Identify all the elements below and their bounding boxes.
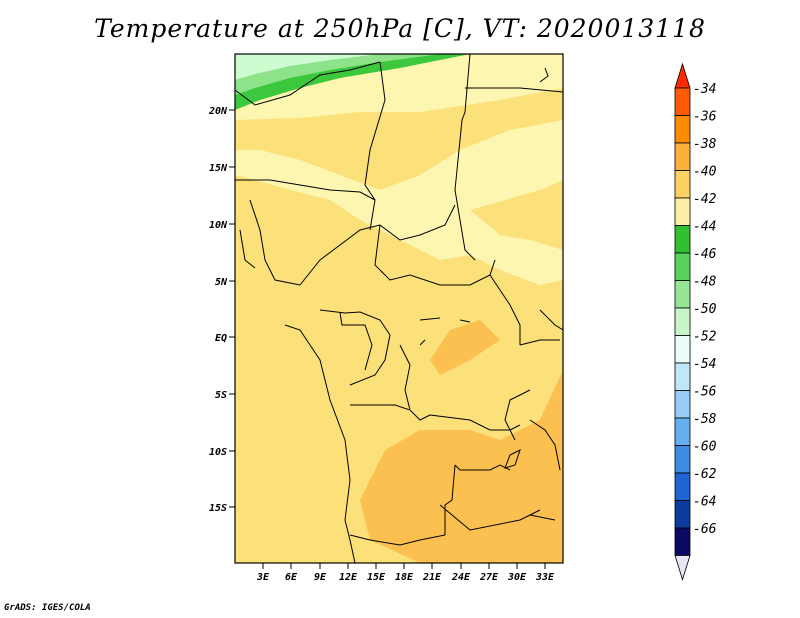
colorbar-swatch <box>674 500 691 529</box>
country-borders <box>235 54 563 563</box>
colorbar-label: -58 <box>693 412 717 427</box>
lon-label: 18E <box>395 572 414 583</box>
colorbar-label: -52 <box>693 330 717 345</box>
colorbar: -34 -36 -38 -40 -42 -44 -46 -48 -50 -52 -54 -56 -58 -… <box>674 62 717 581</box>
lat-label: 5S <box>215 390 227 401</box>
colorbar-swatch <box>674 527 691 556</box>
colorbar-swatch <box>674 472 691 501</box>
colorbar-label: -64 <box>693 495 716 510</box>
lon-label: 9E <box>314 572 327 583</box>
lat-labels: 20N 15N 10N 5N EQ 5S 10S 15S <box>208 106 228 514</box>
lat-label: EQ <box>215 333 227 344</box>
colorbar-swatch <box>674 115 691 144</box>
band-minus-38 <box>360 370 563 563</box>
colorbar-label: -54 <box>693 357 716 372</box>
colorbar-swatch <box>674 252 691 281</box>
band-minus-38-patch <box>430 320 500 375</box>
colorbar-swatch <box>674 307 691 336</box>
lon-label: 30E <box>507 572 527 583</box>
colorbar-label: -34 <box>693 82 716 97</box>
colorbar-label: -40 <box>693 165 717 180</box>
lon-label: 27E <box>479 572 499 583</box>
lat-ticks <box>229 109 235 508</box>
colorbar-bottom-cap <box>674 555 691 581</box>
colorbar-swatch <box>674 87 691 116</box>
colorbar-swatch <box>674 335 691 364</box>
colorbar-swatch <box>674 445 691 474</box>
lon-label: 21E <box>422 572 442 583</box>
lon-label: 12E <box>339 572 358 583</box>
colorbar-label: -60 <box>693 440 717 455</box>
lon-label: 33E <box>535 572 555 583</box>
colorbar-top-cap <box>674 62 691 89</box>
lon-label: 3E <box>256 572 270 583</box>
colorbar-label: -38 <box>693 137 717 152</box>
lat-label: 15N <box>209 163 228 174</box>
credit-text: GrADS: IGES/COLA <box>4 603 91 613</box>
colorbar-label: -42 <box>693 192 717 207</box>
lat-label: 5N <box>215 277 228 288</box>
colorbar-label: -50 <box>693 302 717 317</box>
colorbar-swatch <box>674 280 691 309</box>
colorbar-label: -62 <box>693 467 717 482</box>
colorbar-label: -48 <box>693 275 717 290</box>
lat-label: 15S <box>209 503 227 514</box>
colorbar-label: -56 <box>693 385 717 400</box>
colorbar-swatch <box>674 197 691 226</box>
lon-label: 24E <box>451 572 471 583</box>
lon-label: 6E <box>285 572 298 583</box>
colorbar-swatch <box>674 142 691 171</box>
chart-title: Temperature at 250hPa [C], VT: 202001311… <box>94 14 706 43</box>
lon-labels: 3E 6E 9E 12E 15E 18E 21E 24E 27E 30E 33E <box>256 572 555 583</box>
band-minus-50 <box>235 54 380 80</box>
lat-label: 20N <box>208 106 228 117</box>
colorbar-label: -44 <box>693 220 716 235</box>
colorbar-swatch <box>674 390 691 419</box>
map-frame <box>234 53 564 564</box>
lon-ticks <box>262 563 546 569</box>
colorbar-swatch <box>674 225 691 254</box>
lat-label: 10N <box>209 220 228 231</box>
band-minus-40-north <box>235 88 563 190</box>
map-area: 20N 15N 10N 5N EQ 5S 10S 15S 3E 6E 9E 12… <box>208 53 564 583</box>
colorbar-label: -46 <box>693 247 717 262</box>
colorbar-swatch <box>674 362 691 391</box>
lat-label: 10S <box>209 447 227 458</box>
colorbar-label: -36 <box>693 110 717 125</box>
band-minus-40-patch <box>470 180 563 250</box>
lon-label: 15E <box>367 572 386 583</box>
colorbar-label: -66 <box>693 522 717 537</box>
colorbar-swatch <box>674 417 691 446</box>
colorbar-swatch <box>674 170 691 199</box>
